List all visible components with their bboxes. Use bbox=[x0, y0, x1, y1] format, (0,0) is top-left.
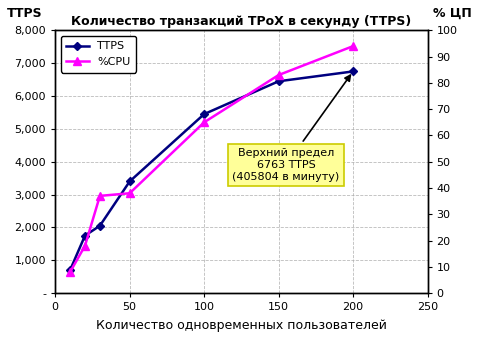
X-axis label: Количество одновременных пользователей: Количество одновременных пользователей bbox=[96, 319, 387, 332]
Text: Верхний предел
6763 TTPS
(405804 в минуту): Верхний предел 6763 TTPS (405804 в минут… bbox=[232, 75, 350, 182]
TTPS bbox=[276, 79, 282, 83]
Legend: TTPS, %CPU: TTPS, %CPU bbox=[61, 36, 136, 73]
TTPS bbox=[82, 234, 88, 238]
%CPU bbox=[82, 244, 88, 248]
TTPS bbox=[127, 179, 133, 183]
%CPU bbox=[67, 270, 73, 274]
%CPU bbox=[127, 191, 133, 195]
%CPU bbox=[350, 44, 356, 48]
TTPS bbox=[97, 224, 103, 228]
Title: Количество транзакций TPoX в секунду (TTPS): Количество транзакций TPoX в секунду (TT… bbox=[71, 15, 411, 28]
%CPU bbox=[276, 73, 282, 77]
%CPU bbox=[97, 194, 103, 198]
Line: %CPU: %CPU bbox=[66, 42, 357, 276]
Text: TTPS: TTPS bbox=[7, 7, 43, 20]
Line: TTPS: TTPS bbox=[67, 68, 356, 273]
Text: % ЦП: % ЦП bbox=[433, 7, 472, 20]
TTPS bbox=[350, 69, 356, 74]
TTPS bbox=[201, 112, 207, 116]
%CPU bbox=[201, 120, 207, 124]
TTPS bbox=[67, 268, 73, 272]
